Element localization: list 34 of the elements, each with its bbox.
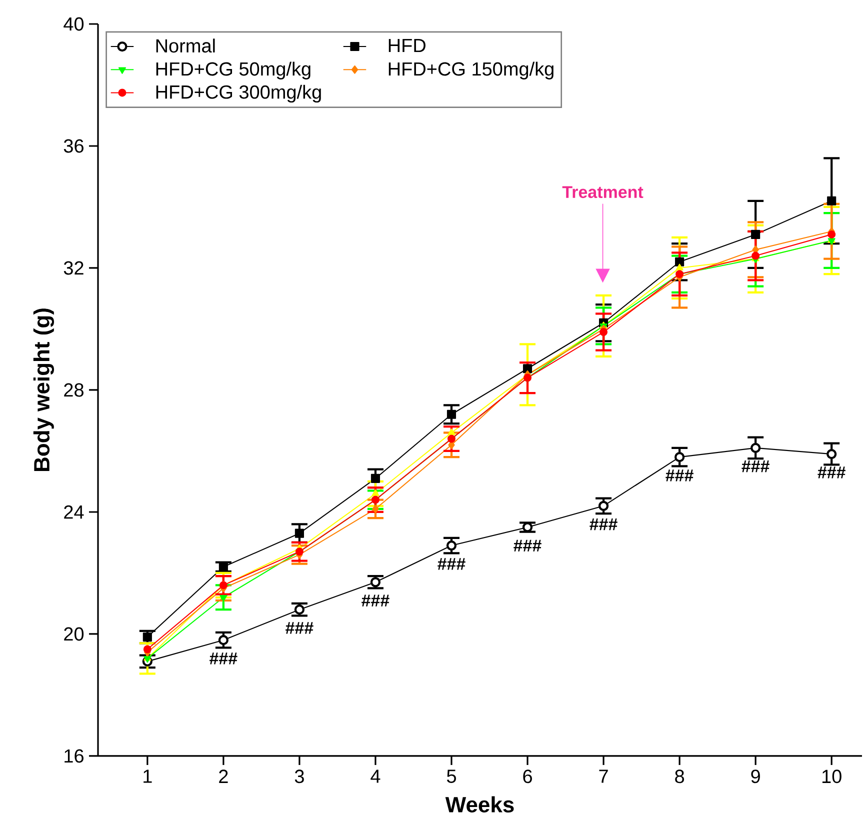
annotation: ### (286, 622, 314, 634)
y-tick-label: 24 (64, 505, 84, 519)
y-tick-label: 16 (64, 749, 84, 763)
y-tick-label: 32 (64, 261, 84, 275)
annotation: ### (818, 466, 846, 478)
legend-label: HFD+CG 150mg/kg (388, 62, 554, 80)
x-tick-label: 5 (446, 770, 456, 783)
x-tick-label: 8 (675, 770, 684, 784)
annotation: ### (666, 470, 694, 482)
y-axis-title: Body weight (g) (33, 308, 54, 472)
annotation: ### (362, 594, 390, 606)
legend-label: HFD+CG 50mg/kg (156, 62, 310, 80)
y-tick-label: 36 (64, 139, 84, 153)
x-axis-title: Weeks (445, 796, 514, 812)
annotation: Treatment (562, 186, 644, 198)
y-tick-label: 28 (64, 383, 84, 397)
annotation: ### (514, 540, 542, 552)
x-tick-label: 10 (822, 770, 842, 784)
annotation: ### (210, 652, 238, 664)
x-tick-label: 7 (599, 770, 608, 783)
y-tick-label: 40 (64, 17, 84, 31)
x-tick-label: 4 (370, 770, 380, 783)
x-tick-label: 9 (751, 770, 760, 784)
legend-label: HFD+CG 300mg/kg (156, 84, 321, 103)
x-tick-label: 6 (523, 770, 532, 784)
x-tick-label: 2 (219, 770, 228, 783)
legend-label: Normal (156, 38, 215, 53)
annotation: ### (742, 460, 770, 472)
y-tick-label: 20 (64, 627, 84, 641)
x-tick-label: 1 (144, 770, 152, 783)
x-tick-label: 3 (294, 770, 304, 784)
annotation: ### (590, 518, 618, 530)
legend-label: HFD (388, 38, 426, 52)
annotation: ### (438, 558, 466, 570)
